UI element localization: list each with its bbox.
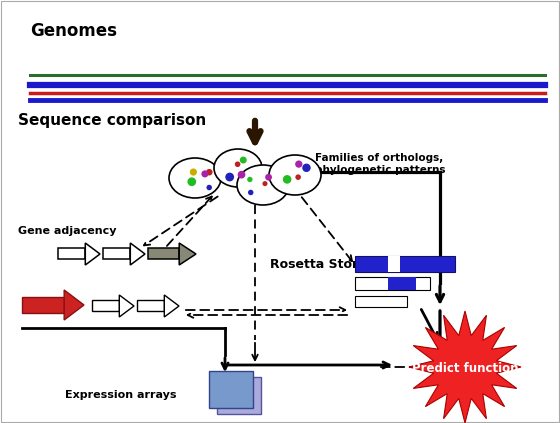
Text: Expression arrays: Expression arrays bbox=[65, 390, 176, 400]
Bar bbox=[148, 248, 179, 259]
Circle shape bbox=[302, 164, 311, 172]
Circle shape bbox=[237, 171, 245, 179]
Polygon shape bbox=[164, 295, 179, 317]
Circle shape bbox=[295, 160, 302, 168]
Circle shape bbox=[225, 173, 234, 181]
Bar bbox=[388, 256, 400, 272]
Text: Gene adjacency: Gene adjacency bbox=[18, 226, 116, 236]
Circle shape bbox=[283, 175, 291, 184]
Polygon shape bbox=[130, 243, 145, 265]
Circle shape bbox=[247, 177, 253, 182]
Circle shape bbox=[235, 162, 240, 167]
Circle shape bbox=[248, 190, 254, 195]
Polygon shape bbox=[179, 243, 196, 265]
Polygon shape bbox=[64, 290, 84, 320]
Bar bbox=[92, 300, 119, 311]
Polygon shape bbox=[119, 295, 134, 317]
FancyBboxPatch shape bbox=[217, 377, 261, 414]
Circle shape bbox=[207, 185, 212, 190]
Circle shape bbox=[263, 181, 268, 186]
Circle shape bbox=[202, 170, 208, 177]
FancyBboxPatch shape bbox=[209, 371, 253, 408]
Text: Families of orthologs,
phylogenetic patterns: Families of orthologs, phylogenetic patt… bbox=[315, 153, 446, 175]
Circle shape bbox=[240, 157, 247, 164]
Circle shape bbox=[206, 169, 213, 176]
Bar bbox=[388, 277, 416, 290]
Bar bbox=[355, 256, 455, 272]
Circle shape bbox=[188, 177, 196, 186]
Text: Genomes: Genomes bbox=[30, 22, 117, 40]
Bar bbox=[103, 248, 130, 259]
Circle shape bbox=[265, 174, 272, 181]
Text: Rosetta Stone: Rosetta Stone bbox=[270, 258, 370, 272]
Bar bbox=[22, 297, 64, 313]
Ellipse shape bbox=[237, 165, 289, 205]
Bar bbox=[355, 296, 407, 307]
Circle shape bbox=[190, 168, 197, 176]
Ellipse shape bbox=[169, 158, 221, 198]
Text: Predict function: Predict function bbox=[412, 362, 518, 374]
Ellipse shape bbox=[214, 149, 262, 187]
Polygon shape bbox=[409, 311, 521, 423]
Bar bbox=[137, 300, 164, 311]
Bar bbox=[58, 248, 85, 259]
Ellipse shape bbox=[269, 155, 321, 195]
Text: Sequence comparison: Sequence comparison bbox=[18, 113, 206, 128]
Polygon shape bbox=[85, 243, 100, 265]
Circle shape bbox=[295, 174, 301, 180]
Bar bbox=[355, 277, 430, 290]
